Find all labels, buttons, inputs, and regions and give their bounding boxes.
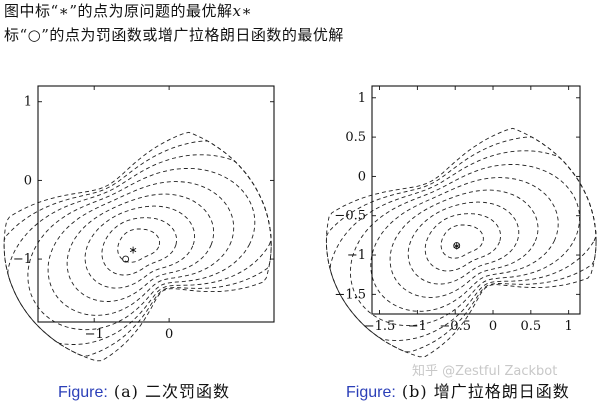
figure-caption-b-text: (b) 增广拉格朗日函数 bbox=[395, 382, 570, 401]
figure-caption-b-word: Figure: bbox=[346, 384, 396, 401]
y-tick-label-1: 0 bbox=[24, 173, 32, 188]
contour-line-5 bbox=[47, 181, 235, 316]
x-tick-label-2: −0.5 bbox=[439, 319, 471, 334]
contour-line-7 bbox=[7, 154, 272, 345]
y-tick-label-3: 0 bbox=[358, 169, 366, 184]
contour-line-4 bbox=[389, 189, 539, 298]
figure-caption-a-word: Figure: bbox=[58, 384, 108, 401]
x-tick-label-5: 1 bbox=[565, 319, 573, 334]
y-tick-label-5: 1 bbox=[358, 91, 366, 106]
contour-line-7 bbox=[329, 150, 597, 341]
y-tick-label-2: 1 bbox=[24, 95, 32, 110]
x-tick-label-1: 0 bbox=[165, 327, 173, 342]
optimum-star-marker: ∗ bbox=[452, 240, 461, 253]
panel-a: −1 0 −1 0 1 ∗ bbox=[0, 82, 300, 362]
x-tick-label-0: −1 bbox=[85, 327, 104, 342]
caption-symbol: x∗ bbox=[232, 2, 253, 20]
contour-line-9 bbox=[3, 131, 272, 362]
contour-line-4 bbox=[66, 193, 215, 302]
contour-line-3 bbox=[407, 201, 520, 285]
contour-line-1 bbox=[117, 228, 161, 263]
optimum-star-marker: ∗ bbox=[129, 244, 138, 257]
chart-a-svg: −1 0 −1 0 1 ∗ bbox=[3, 85, 275, 362]
caption-line-1-text: 图中标“∗”的点为原问题的最优解 bbox=[4, 2, 233, 20]
y-tick-label-2: −0.5 bbox=[334, 209, 366, 224]
panel-b: −1.5 −1 −0.5 0 0.5 1 −1.5 −1 −0.5 0 0.5 1 ∗ bbox=[300, 82, 600, 358]
y-tick-label-1: −1 bbox=[347, 248, 366, 263]
plot-frame bbox=[37, 85, 275, 323]
contour-line-9 bbox=[325, 127, 597, 358]
contour-line-5 bbox=[370, 177, 559, 312]
caption-line-1: 图中标“∗”的点为原问题的最优解x∗ bbox=[4, 2, 252, 20]
y-tick-label-0: −1.5 bbox=[334, 287, 366, 302]
y-tick-label-0: −1 bbox=[13, 252, 32, 267]
caption-line-2: 标“○”的点为罚函数或增广拉格朗日函数的最优解 bbox=[4, 26, 344, 44]
contour-line-6 bbox=[27, 168, 256, 331]
figure-caption-b: Figure: (b) 增广拉格朗日函数 bbox=[346, 378, 570, 402]
contour-line-3 bbox=[84, 205, 196, 289]
optimum-circle-marker bbox=[453, 242, 461, 250]
chart-b-svg: −1.5 −1 −0.5 0 0.5 1 −1.5 −1 −0.5 0 0.5 1 ∗ bbox=[325, 85, 597, 358]
x-tick-label-4: 0.5 bbox=[520, 319, 541, 334]
x-tick-label-0: −1.5 bbox=[364, 319, 396, 334]
contour-line-8 bbox=[3, 140, 272, 357]
contour-line-6 bbox=[349, 164, 581, 327]
figure-caption-a-text: (a) 二次罚函数 bbox=[107, 382, 230, 401]
x-tick-label-1: −1 bbox=[408, 319, 427, 334]
x-tick-label-3: 0 bbox=[489, 319, 497, 334]
contour-line-2 bbox=[424, 213, 502, 272]
contour-line-1 bbox=[440, 224, 484, 259]
figure-caption-a: Figure: (a) 二次罚函数 bbox=[58, 378, 230, 402]
y-tick-label-4: 0.5 bbox=[345, 130, 366, 145]
contour-line-2 bbox=[101, 217, 178, 276]
optimum-circle-marker bbox=[122, 255, 130, 263]
plot-frame bbox=[371, 85, 581, 315]
watermark: 知乎 @Zestful Zackbot bbox=[412, 364, 558, 379]
